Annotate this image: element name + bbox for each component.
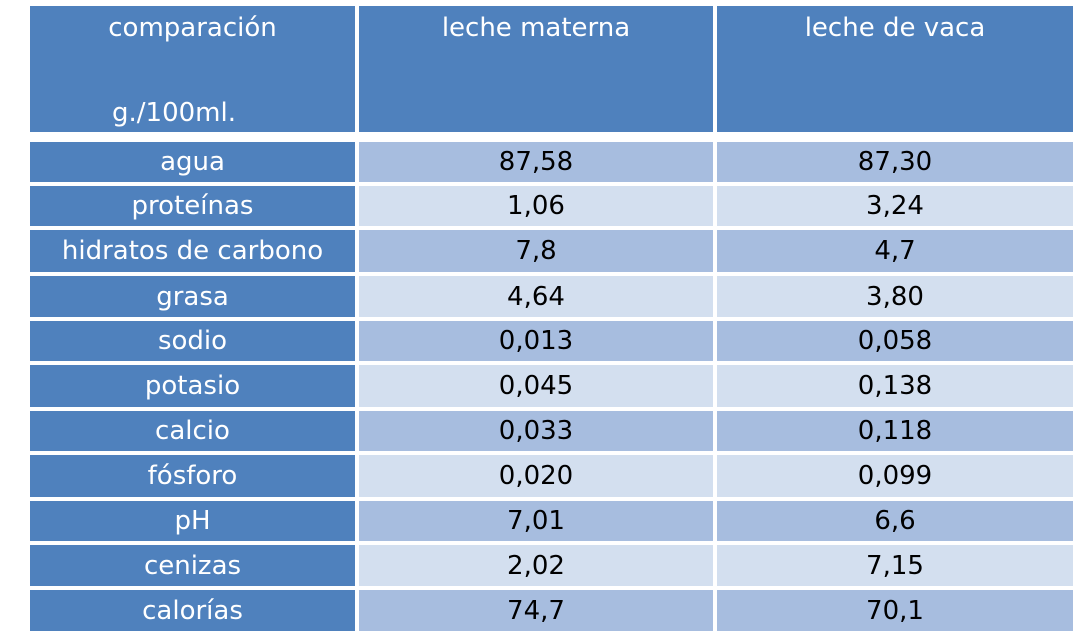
value-leche-de-vaca: 0,118 [717, 411, 1073, 451]
value-leche-de-vaca: 4,7 [717, 230, 1073, 272]
row-label: potasio [30, 365, 355, 407]
header-comparison-title: comparación [108, 13, 277, 43]
value-leche-de-vaca: 3,80 [717, 276, 1073, 317]
table-row: calorías 74,7 70,1 [30, 590, 1073, 631]
value-leche-materna: 0,013 [359, 321, 713, 361]
row-label: cenizas [30, 545, 355, 586]
value-leche-de-vaca: 0,138 [717, 365, 1073, 407]
header-leche-de-vaca: leche de vaca [717, 6, 1073, 132]
comparison-table: comparación g./100ml. leche materna lech… [30, 6, 1073, 633]
row-label: proteínas [30, 186, 355, 226]
header-unit: g./100ml. [112, 98, 236, 128]
table-header-row: comparación g./100ml. leche materna lech… [30, 6, 1073, 132]
table-row: hidratos de carbono 7,8 4,7 [30, 230, 1073, 272]
header-leche-materna: leche materna [359, 6, 713, 132]
table-row: fósforo 0,020 0,099 [30, 455, 1073, 497]
table-row: potasio 0,045 0,138 [30, 365, 1073, 407]
row-label: fósforo [30, 455, 355, 497]
value-leche-de-vaca: 6,6 [717, 501, 1073, 541]
value-leche-materna: 0,033 [359, 411, 713, 451]
value-leche-de-vaca: 0,058 [717, 321, 1073, 361]
value-leche-materna: 4,64 [359, 276, 713, 317]
value-leche-materna: 2,02 [359, 545, 713, 586]
table-row: sodio 0,013 0,058 [30, 321, 1073, 361]
value-leche-materna: 74,7 [359, 590, 713, 631]
value-leche-de-vaca: 87,30 [717, 142, 1073, 182]
value-leche-de-vaca: 70,1 [717, 590, 1073, 631]
table-row: pH 7,01 6,6 [30, 501, 1073, 541]
value-leche-de-vaca: 7,15 [717, 545, 1073, 586]
row-label: grasa [30, 276, 355, 317]
value-leche-de-vaca: 3,24 [717, 186, 1073, 226]
value-leche-materna: 87,58 [359, 142, 713, 182]
value-leche-materna: 0,045 [359, 365, 713, 407]
row-label: agua [30, 142, 355, 182]
table-row: cenizas 2,02 7,15 [30, 545, 1073, 586]
header-comparison: comparación g./100ml. [30, 6, 355, 132]
value-leche-materna: 1,06 [359, 186, 713, 226]
value-leche-materna: 0,020 [359, 455, 713, 497]
value-leche-materna: 7,8 [359, 230, 713, 272]
table-row: calcio 0,033 0,118 [30, 411, 1073, 451]
row-label: hidratos de carbono [30, 230, 355, 272]
value-leche-materna: 7,01 [359, 501, 713, 541]
row-label: calorías [30, 590, 355, 631]
value-leche-de-vaca: 0,099 [717, 455, 1073, 497]
table-row: proteínas 1,06 3,24 [30, 186, 1073, 226]
row-label: calcio [30, 411, 355, 451]
row-label: pH [30, 501, 355, 541]
row-label: sodio [30, 321, 355, 361]
table-row: grasa 4,64 3,80 [30, 276, 1073, 317]
table-row: agua 87,58 87,30 [30, 142, 1073, 182]
